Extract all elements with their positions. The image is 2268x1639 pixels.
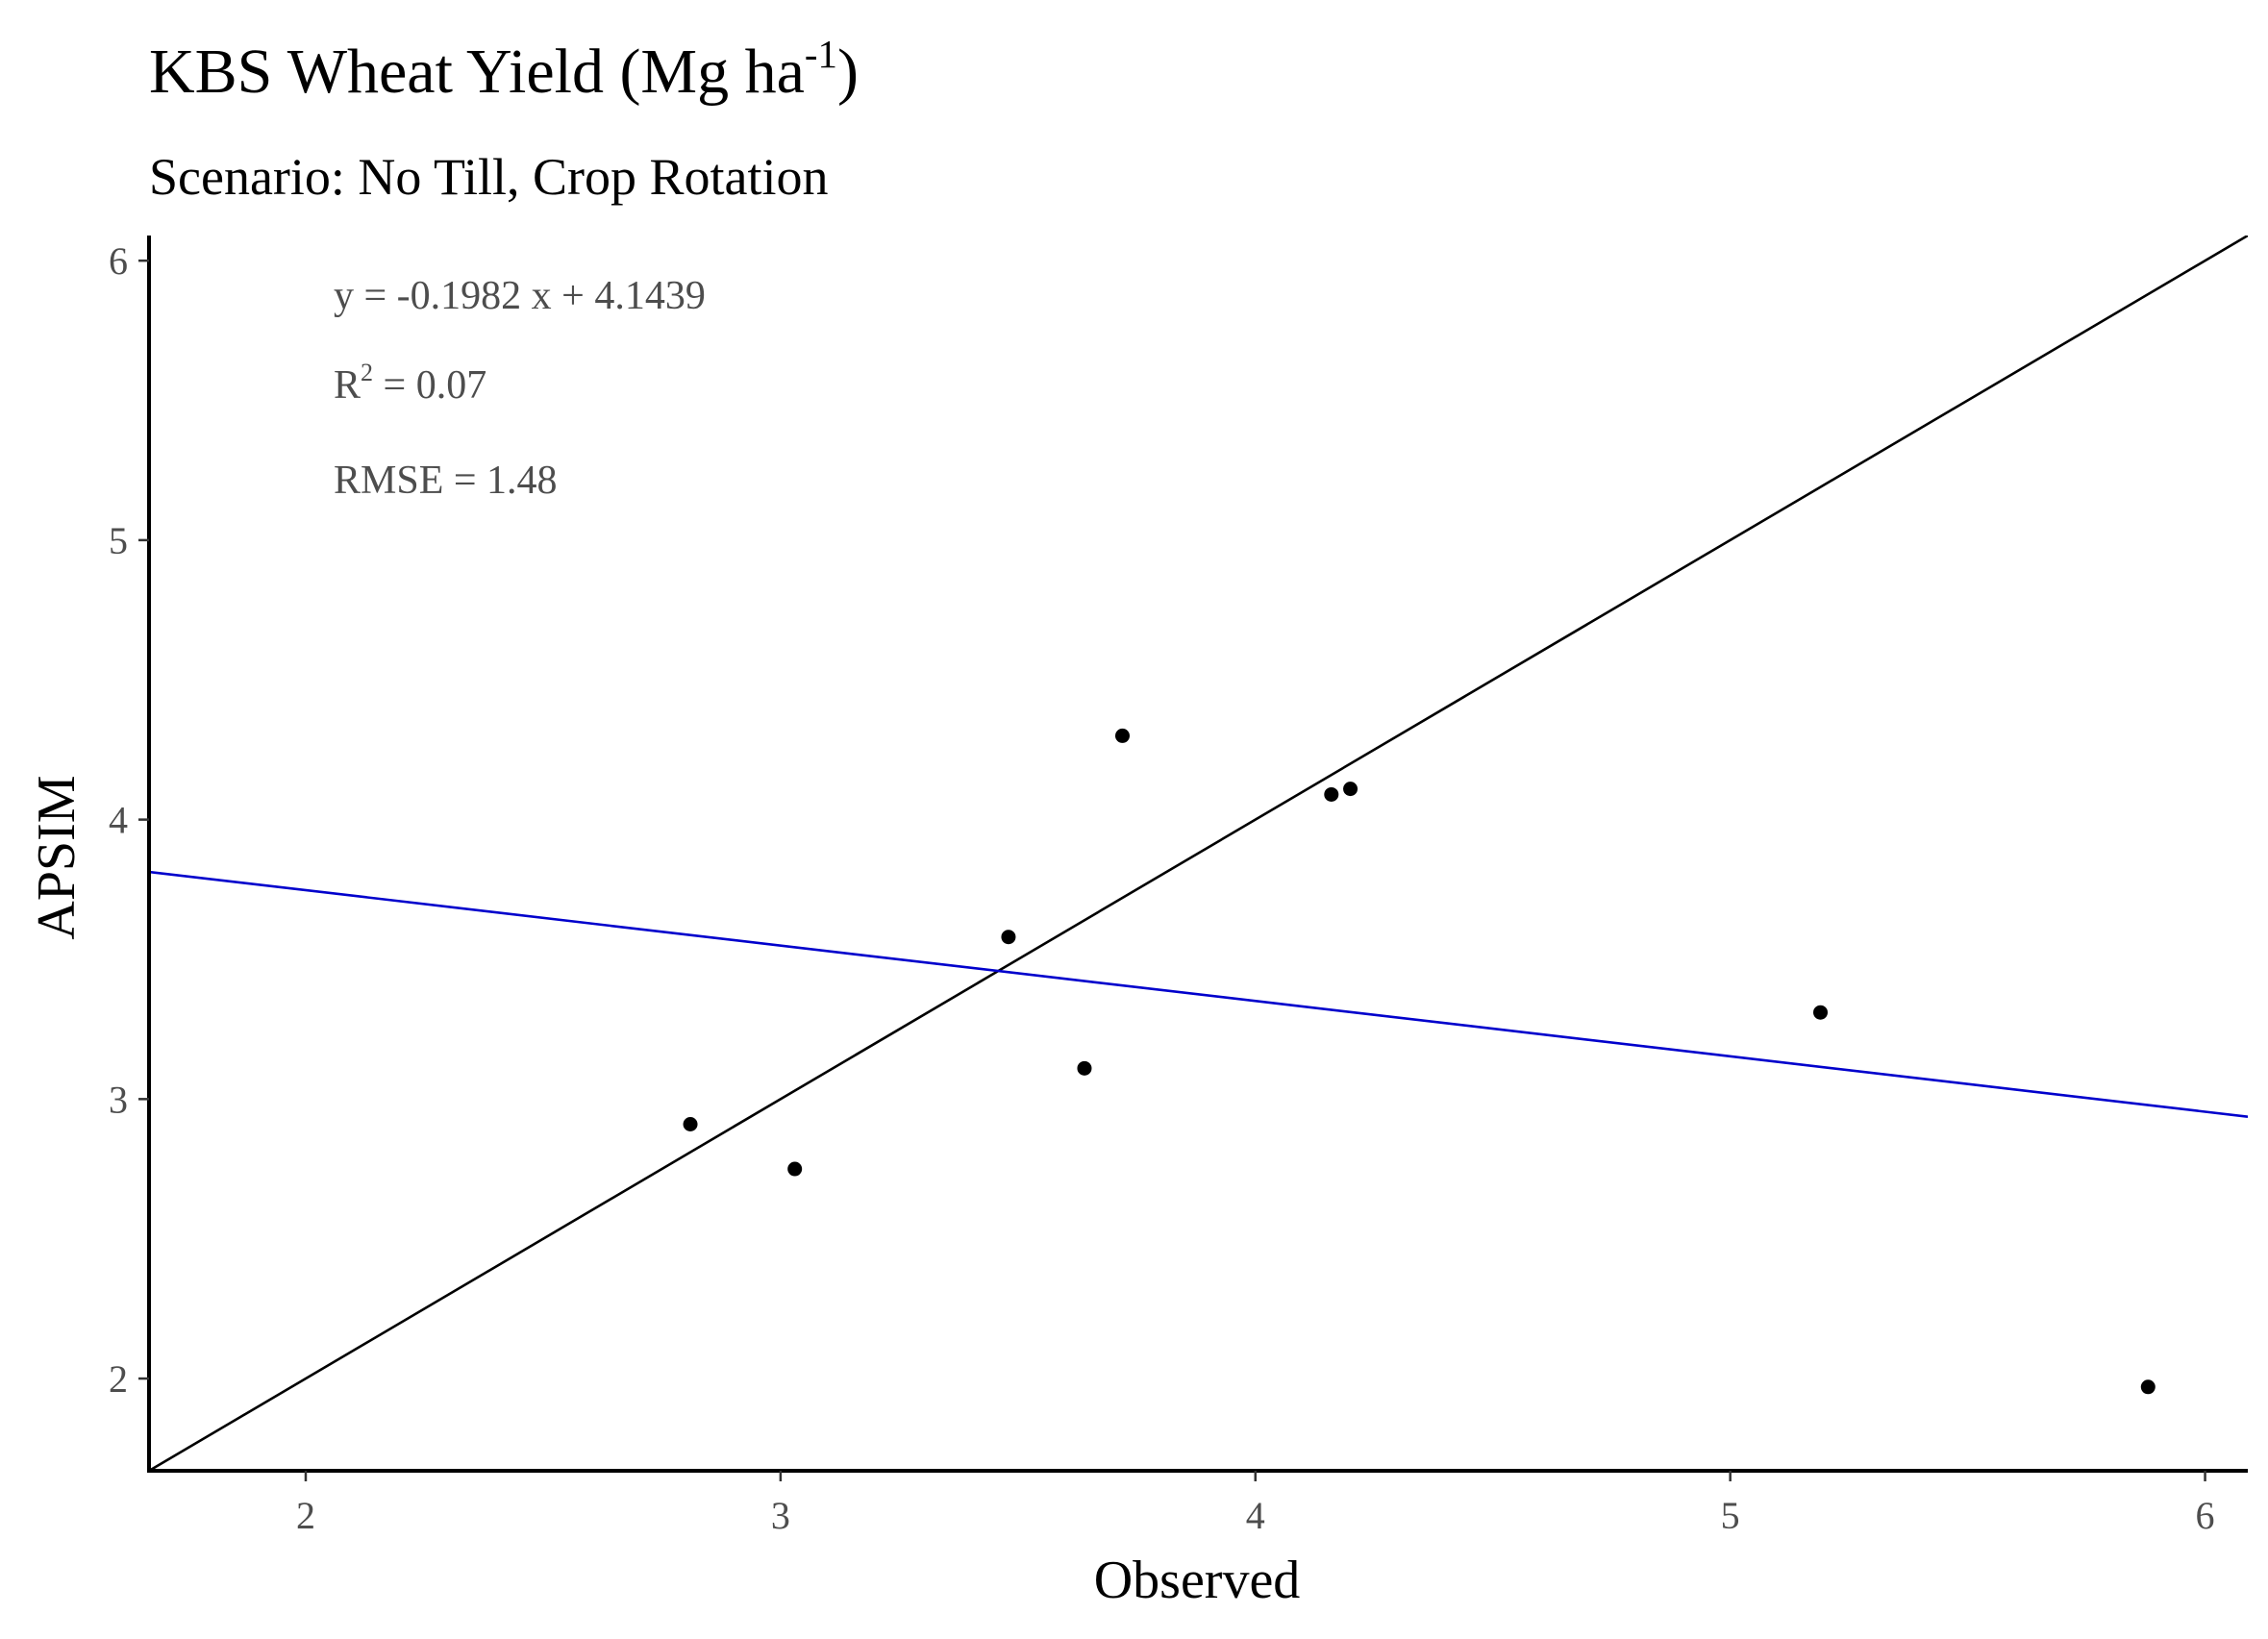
- y-axis-title: APSIM: [27, 775, 87, 939]
- regression-line: [149, 870, 2248, 1118]
- data-point: [1114, 728, 1130, 743]
- regression-equation: y = -0.1982 x + 4.1439: [334, 274, 706, 318]
- plot-area: [149, 236, 2248, 1471]
- x-tick-label: 2: [296, 1494, 315, 1537]
- rmse-label: RMSE = 1.48: [334, 459, 558, 503]
- chart-title: KBS Wheat Yield (Mg ha-1): [149, 33, 859, 107]
- data-point: [1324, 786, 1339, 802]
- x-tick-label: 3: [771, 1494, 790, 1537]
- data-point: [2140, 1379, 2156, 1395]
- x-tick-label: 4: [1246, 1494, 1265, 1537]
- chart-title-superscript: -1: [805, 33, 837, 76]
- y-axis-ticks: 2 3 4 5 6: [109, 239, 149, 1401]
- y-tick-label: 3: [109, 1078, 128, 1121]
- y-tick-label: 6: [109, 239, 128, 283]
- data-point: [1343, 782, 1358, 797]
- data-point: [787, 1161, 803, 1177]
- y-tick-label: 2: [109, 1357, 128, 1401]
- chart-subtitle: Scenario: No Till, Crop Rotation: [149, 148, 829, 206]
- x-axis-title: Observed: [1094, 1551, 1301, 1610]
- y-tick-label: 5: [109, 519, 128, 562]
- x-axis-ticks: 2 3 4 5 6: [296, 1471, 2215, 1537]
- x-tick-label: 5: [1721, 1494, 1740, 1537]
- x-tick-label: 6: [2196, 1494, 2215, 1537]
- r-squared-label: R2 = 0.07: [334, 359, 486, 408]
- data-point: [1001, 930, 1016, 945]
- data-point: [1812, 1005, 1828, 1020]
- data-point: [683, 1117, 698, 1132]
- one-to-one-line: [149, 236, 2248, 1471]
- data-point: [1077, 1060, 1092, 1076]
- y-tick-label: 4: [109, 799, 128, 842]
